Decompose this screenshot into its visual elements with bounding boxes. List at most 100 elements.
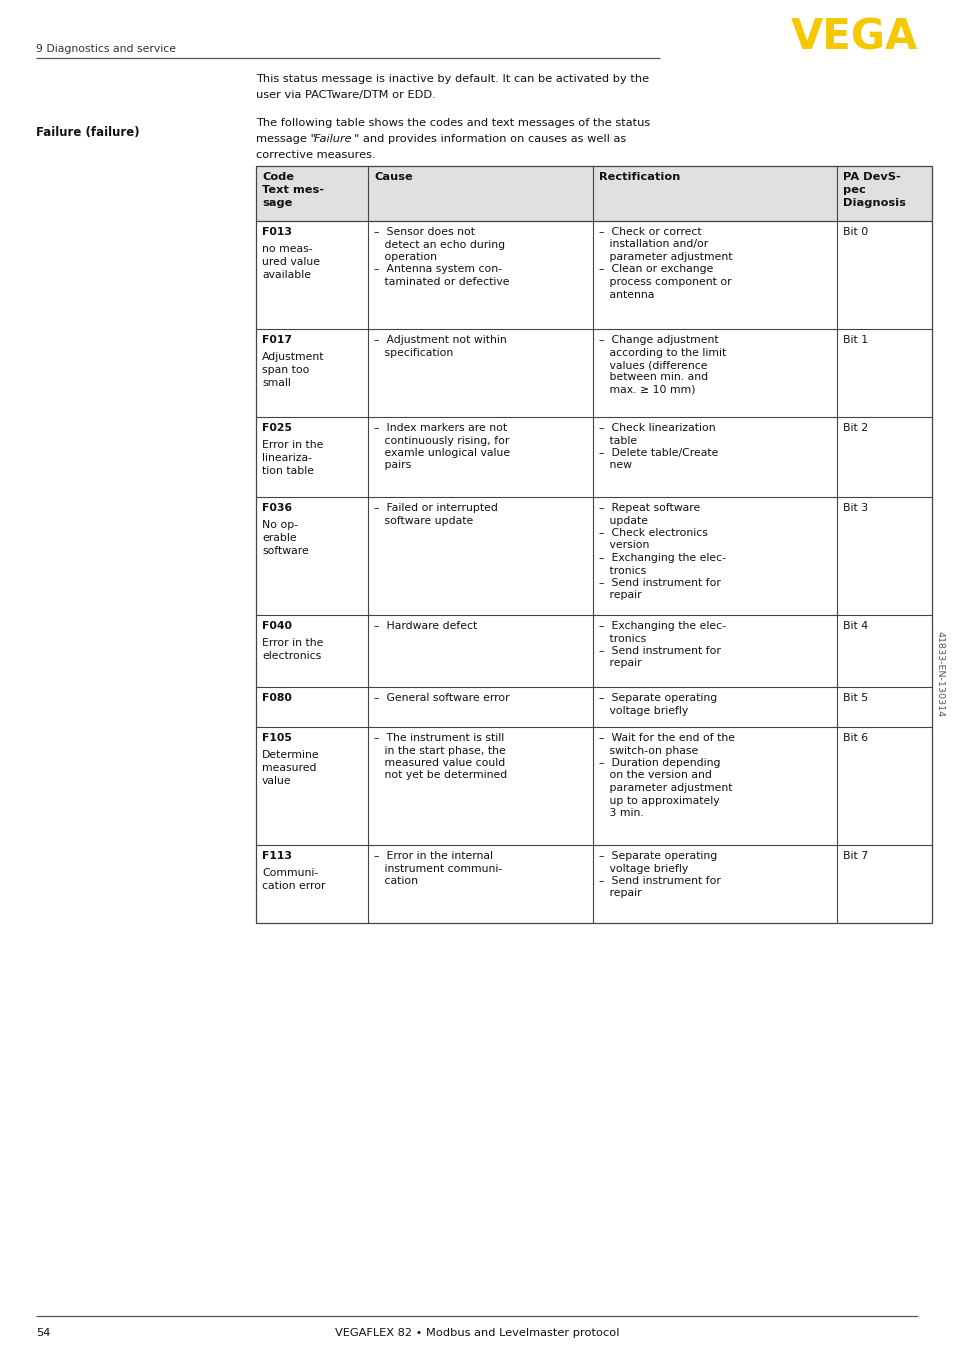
Text: Bit 0: Bit 0 <box>841 227 867 237</box>
Text: Failure (failure): Failure (failure) <box>36 126 139 139</box>
Text: sage: sage <box>262 198 292 209</box>
Text: –  Check linearization: – Check linearization <box>598 422 715 433</box>
Text: pec: pec <box>841 185 864 195</box>
Text: cation error: cation error <box>262 881 325 891</box>
Text: between min. and: between min. and <box>598 372 708 382</box>
Text: repair: repair <box>598 590 641 601</box>
Text: –  Change adjustment: – Change adjustment <box>598 334 719 345</box>
Text: installation and/or: installation and/or <box>598 240 708 249</box>
Text: –  Exchanging the elec-: – Exchanging the elec- <box>598 621 725 631</box>
Text: pairs: pairs <box>374 460 411 470</box>
Text: according to the limit: according to the limit <box>598 348 726 357</box>
Text: electronics: electronics <box>262 651 321 661</box>
Text: –  Separate operating: – Separate operating <box>598 852 717 861</box>
Text: –  Repeat software: – Repeat software <box>598 502 700 513</box>
Text: –  Delete table/Create: – Delete table/Create <box>598 448 718 458</box>
Text: no meas-: no meas- <box>262 245 313 255</box>
Text: Bit 3: Bit 3 <box>841 502 867 513</box>
Text: –  The instrument is still: – The instrument is still <box>374 733 504 743</box>
Text: Text mes-: Text mes- <box>262 185 324 195</box>
Text: Error in the: Error in the <box>262 639 323 649</box>
Text: voltage briefly: voltage briefly <box>598 864 688 873</box>
Text: lineariza-: lineariza- <box>262 454 312 463</box>
Text: measured: measured <box>262 764 316 773</box>
Text: 41833-EN-130314: 41833-EN-130314 <box>935 631 943 718</box>
Text: taminated or defective: taminated or defective <box>374 278 509 287</box>
Text: new: new <box>598 460 632 470</box>
Text: detect an echo during: detect an echo during <box>374 240 505 249</box>
Text: max. ≥ 10 mm): max. ≥ 10 mm) <box>598 385 695 395</box>
Text: in the start phase, the: in the start phase, the <box>374 746 505 756</box>
Text: operation: operation <box>374 252 436 263</box>
Bar <box>255 167 931 923</box>
Text: –  Check or correct: – Check or correct <box>598 227 701 237</box>
Text: tronics: tronics <box>598 634 646 643</box>
Text: user via PACTware/DTM or EDD.: user via PACTware/DTM or EDD. <box>255 89 436 100</box>
Text: Bit 1: Bit 1 <box>841 334 867 345</box>
Text: Bit 7: Bit 7 <box>841 852 867 861</box>
Text: Determine: Determine <box>262 750 319 761</box>
Text: Rectification: Rectification <box>598 172 680 181</box>
Text: –  Index markers are not: – Index markers are not <box>374 422 507 433</box>
Text: F025: F025 <box>262 422 292 433</box>
Text: not yet be determined: not yet be determined <box>374 770 507 780</box>
Text: F040: F040 <box>262 621 292 631</box>
Text: version: version <box>598 540 649 551</box>
Text: Communi-: Communi- <box>262 868 318 879</box>
Text: repair: repair <box>598 888 641 899</box>
Text: Code: Code <box>262 172 294 181</box>
Text: update: update <box>598 516 648 525</box>
Text: process component or: process component or <box>598 278 731 287</box>
Text: antenna: antenna <box>598 290 654 299</box>
Text: up to approximately: up to approximately <box>598 796 720 806</box>
Text: F113: F113 <box>262 852 292 861</box>
Text: Error in the: Error in the <box>262 440 323 451</box>
Text: value: value <box>262 776 292 785</box>
Text: Bit 2: Bit 2 <box>841 422 867 433</box>
Text: examle unlogical value: examle unlogical value <box>374 448 510 458</box>
Text: " and provides information on causes as well as: " and provides information on causes as … <box>354 134 625 144</box>
Text: corrective measures.: corrective measures. <box>255 150 375 160</box>
Text: 9 Diagnostics and service: 9 Diagnostics and service <box>36 43 175 54</box>
Text: tion table: tion table <box>262 466 314 475</box>
Text: –  Hardware defect: – Hardware defect <box>374 621 476 631</box>
Text: VEGA: VEGA <box>790 18 917 60</box>
Text: parameter adjustment: parameter adjustment <box>598 783 732 793</box>
Text: VEGAFLEX 82 • Modbus and Levelmaster protocol: VEGAFLEX 82 • Modbus and Levelmaster pro… <box>335 1328 618 1338</box>
Text: tronics: tronics <box>598 566 646 575</box>
Text: Adjustment: Adjustment <box>262 352 324 363</box>
Text: F017: F017 <box>262 334 292 345</box>
Text: –  Wait for the end of the: – Wait for the end of the <box>598 733 735 743</box>
Text: –  Exchanging the elec-: – Exchanging the elec- <box>598 552 725 563</box>
Text: –  General software error: – General software error <box>374 693 509 703</box>
Text: The following table shows the codes and text messages of the status: The following table shows the codes and … <box>255 118 650 129</box>
Text: –  Error in the internal: – Error in the internal <box>374 852 493 861</box>
Text: switch-on phase: switch-on phase <box>598 746 698 756</box>
Text: –  Send instrument for: – Send instrument for <box>598 578 720 588</box>
Text: span too: span too <box>262 366 309 375</box>
Text: voltage briefly: voltage briefly <box>598 705 688 715</box>
Text: on the version and: on the version and <box>598 770 712 780</box>
Text: –  Sensor does not: – Sensor does not <box>374 227 475 237</box>
Text: ured value: ured value <box>262 257 319 267</box>
Text: F105: F105 <box>262 733 292 743</box>
Text: Cause: Cause <box>374 172 413 181</box>
Text: –  Check electronics: – Check electronics <box>598 528 707 538</box>
Text: –  Failed or interrupted: – Failed or interrupted <box>374 502 497 513</box>
Text: values (difference: values (difference <box>598 360 707 370</box>
Text: Bit 5: Bit 5 <box>841 693 867 703</box>
Text: –  Clean or exchange: – Clean or exchange <box>598 264 713 275</box>
Text: F080: F080 <box>262 693 292 703</box>
Text: continuously rising, for: continuously rising, for <box>374 436 509 445</box>
Text: 54: 54 <box>36 1328 51 1338</box>
Text: available: available <box>262 269 311 279</box>
Text: –  Send instrument for: – Send instrument for <box>598 646 720 655</box>
Text: PA DevS-: PA DevS- <box>841 172 900 181</box>
Text: parameter adjustment: parameter adjustment <box>598 252 732 263</box>
Text: Bit 6: Bit 6 <box>841 733 867 743</box>
Text: This status message is inactive by default. It can be activated by the: This status message is inactive by defau… <box>255 74 648 84</box>
Text: small: small <box>262 378 291 387</box>
Text: F013: F013 <box>262 227 292 237</box>
Text: repair: repair <box>598 658 641 669</box>
Text: erable: erable <box>262 533 296 543</box>
